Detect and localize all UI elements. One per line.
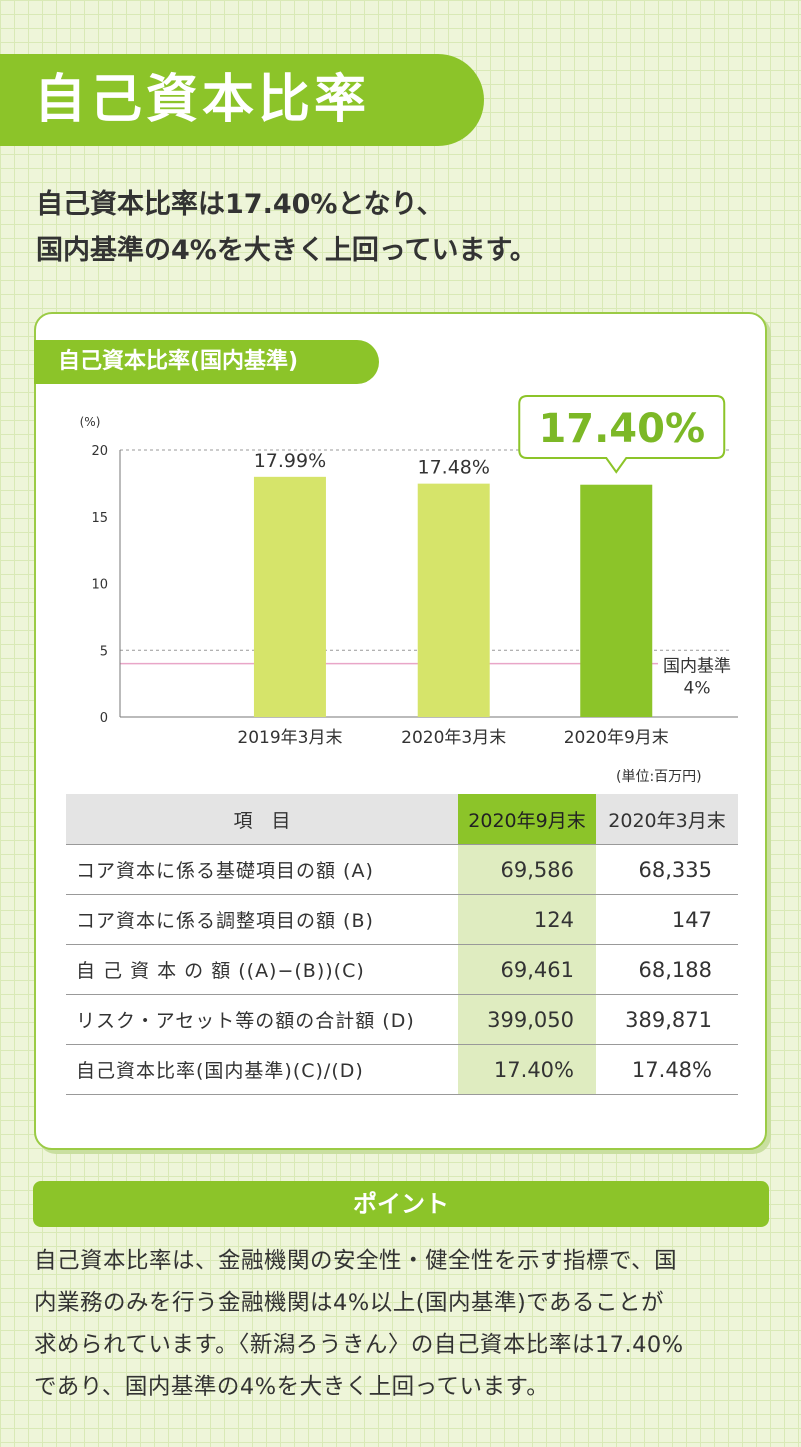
row-previous: 17.48%	[596, 1044, 738, 1095]
point-line: であり、国内基準の4%を大きく上回っています。	[34, 1374, 550, 1400]
row-current: 17.40%	[458, 1044, 596, 1095]
row-item: 自 己 資 本 の 額 ((A)−(B))(C)	[66, 944, 458, 995]
row-previous: 389,871	[596, 994, 738, 1045]
callout-bubble	[518, 395, 726, 474]
table-header-row: 項 目 2020年9月末 2020年3月末	[66, 794, 738, 845]
table-row: 自 己 資 本 の 額 ((A)−(B))(C) 69,461 68,188	[66, 944, 738, 995]
header-previous: 2020年3月末	[596, 794, 738, 845]
table-row: リスク・アセット等の額の合計額 (D) 399,050 389,871	[66, 994, 738, 1045]
callout-label: 17.40%	[538, 406, 705, 452]
row-item: リスク・アセット等の額の合計額 (D)	[66, 994, 458, 1045]
point-text: 自己資本比率は、金融機関の安全性・健全性を示す指標で、国 内業務のみを行う金融機…	[34, 1240, 774, 1408]
lead-line-1: 自己資本比率は17.40%となり、	[36, 189, 444, 220]
table-row: コア資本に係る調整項目の額 (B) 124 147	[66, 894, 738, 945]
bar	[253, 476, 326, 717]
lead-line-2: 国内基準の4%を大きく上回っています。	[36, 235, 537, 266]
row-item: コア資本に係る調整項目の額 (B)	[66, 894, 458, 945]
y-tick-label: 0	[100, 711, 108, 726]
x-tick-label: 2020年9月末	[564, 728, 669, 748]
x-tick-label: 2019年3月末	[237, 728, 342, 748]
bar	[580, 484, 653, 717]
table-unit-note: (単位:百万円)	[616, 769, 702, 785]
point-line: 内業務のみを行う金融機関は4%以上(国内基準)であることが	[34, 1290, 665, 1316]
table-row: 自己資本比率(国内基準)(C)/(D) 17.40% 17.48%	[66, 1044, 738, 1095]
page-title: 自己資本比率	[0, 54, 484, 146]
row-current: 124	[458, 894, 596, 945]
point-line: 自己資本比率は、金融機関の安全性・健全性を示す指標で、国	[34, 1248, 678, 1274]
table-row: コア資本に係る基礎項目の額 (A) 69,586 68,335	[66, 844, 738, 895]
row-previous: 68,335	[596, 844, 738, 895]
header-item: 項 目	[66, 794, 458, 845]
y-tick-label: 20	[91, 444, 108, 459]
row-item: コア資本に係る基礎項目の額 (A)	[66, 844, 458, 895]
point-line: 求められています。〈新潟ろうきん〉の自己資本比率は17.40%	[34, 1332, 684, 1358]
row-current: 399,050	[458, 994, 596, 1045]
lead-text: 自己資本比率は17.40%となり、 国内基準の4%を大きく上回っています。	[36, 182, 776, 274]
data-label: 17.99%	[254, 450, 326, 472]
row-previous: 147	[596, 894, 738, 945]
capital-table: 項 目 2020年9月末 2020年3月末 コア資本に係る基礎項目の額 (A) …	[66, 794, 738, 1095]
x-tick-label: 2020年3月末	[401, 728, 506, 748]
chart-card: 国内基準 4% 0 5 10 15 20 (%) 2019年3月末 17.99% 2020年3月末 1…	[34, 312, 767, 1150]
row-item: 自己資本比率(国内基準)(C)/(D)	[66, 1044, 458, 1095]
y-tick-label: 5	[100, 644, 108, 659]
header-current: 2020年9月末	[458, 794, 596, 845]
row-current: 69,586	[458, 844, 596, 895]
y-tick-label: 15	[91, 511, 108, 526]
data-label: 17.48%	[417, 457, 489, 479]
row-current: 69,461	[458, 944, 596, 995]
bar	[417, 483, 490, 717]
row-previous: 68,188	[596, 944, 738, 995]
y-tick-label: 10	[91, 578, 108, 593]
reference-line-label: 4%	[684, 679, 711, 699]
chart-card-label: 自己資本比率(国内基準)	[34, 340, 379, 384]
y-unit-label: (%)	[80, 415, 101, 429]
point-heading: ポイント	[33, 1181, 769, 1227]
reference-line-label: 国内基準	[663, 657, 731, 677]
